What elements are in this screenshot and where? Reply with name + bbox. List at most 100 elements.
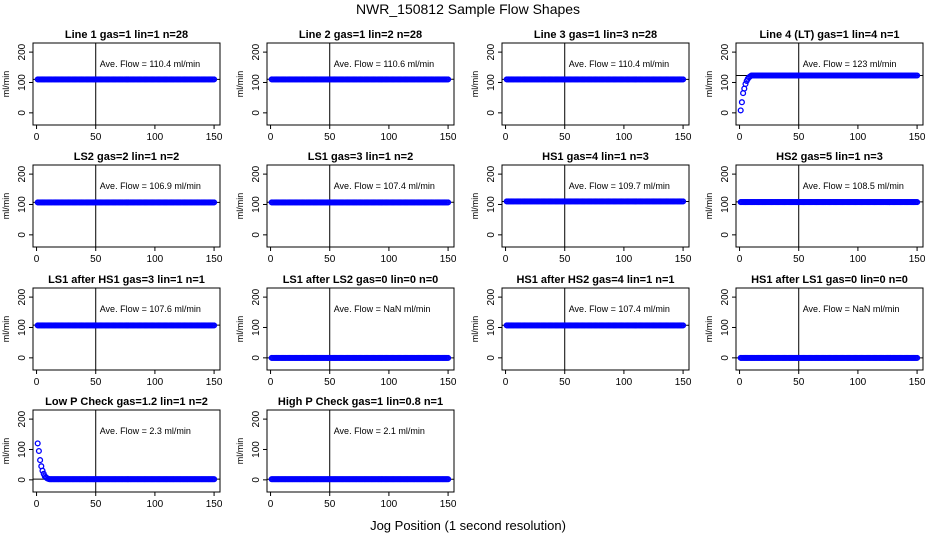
y-axis-label: ml/min bbox=[704, 316, 714, 343]
panel-title: Line 1 gas=1 lin=1 n=28 bbox=[65, 29, 188, 41]
data-point bbox=[39, 467, 46, 474]
x-tick-label: 50 bbox=[559, 377, 571, 388]
panel-9: LS1 after HS1 gas=3 lin=1 n=1 ml/min 0 100 2… bbox=[1, 274, 223, 388]
x-tick-label: 0 bbox=[34, 254, 40, 265]
y-axis-label: ml/min bbox=[235, 193, 245, 220]
data-point bbox=[680, 76, 687, 83]
data-points bbox=[737, 354, 921, 361]
y-tick-label: 100 bbox=[486, 74, 497, 91]
average-flow-annotation: Ave. Flow = 2.1 ml/min bbox=[334, 426, 425, 436]
y-axis-label: ml/min bbox=[1, 71, 11, 98]
x-tick-label: 100 bbox=[616, 377, 633, 388]
panel-title: Line 4 (LT) gas=1 lin=4 n=1 bbox=[759, 29, 899, 41]
plot-frame bbox=[735, 42, 924, 126]
average-flow-annotation: Ave. Flow = NaN ml/min bbox=[803, 304, 900, 314]
x-tick-label: 50 bbox=[559, 254, 571, 265]
panel-14: High P Check gas=1 lin=0.8 n=1 ml/min 0 100… bbox=[235, 396, 457, 510]
x-tick-label: 100 bbox=[850, 132, 867, 143]
data-point bbox=[34, 440, 41, 447]
y-tick-label: 200 bbox=[486, 288, 497, 305]
y-tick-label: 200 bbox=[251, 410, 262, 427]
x-tick-label: 100 bbox=[381, 377, 398, 388]
x-tick-label: 50 bbox=[793, 377, 805, 388]
data-point bbox=[211, 476, 218, 483]
y-axis-label: ml/min bbox=[1, 438, 11, 465]
x-tick-label: 0 bbox=[34, 499, 40, 510]
y-tick-label: 0 bbox=[486, 110, 497, 116]
y-tick-label: 200 bbox=[251, 43, 262, 60]
x-tick-label: 0 bbox=[737, 377, 743, 388]
x-tick-label: 150 bbox=[675, 132, 692, 143]
panel-12: HS1 after LS1 gas=0 lin=0 n=0 ml/min 0 100 2… bbox=[704, 274, 926, 388]
x-tick-label: 150 bbox=[675, 377, 692, 388]
average-flow-annotation: Ave. Flow = 109.7 ml/min bbox=[569, 181, 670, 191]
plot-frame bbox=[735, 287, 924, 371]
plot-frame bbox=[266, 409, 455, 493]
y-tick-label: 0 bbox=[17, 232, 28, 238]
panel-8: HS2 gas=5 lin=1 n=3 ml/min 0 100 200 0 50 100 15… bbox=[704, 151, 926, 265]
data-point bbox=[211, 322, 218, 329]
x-tick-label: 150 bbox=[440, 254, 457, 265]
y-axis-label: ml/min bbox=[470, 71, 480, 98]
y-tick-label: 100 bbox=[720, 196, 731, 213]
data-point bbox=[211, 199, 218, 206]
data-point bbox=[742, 80, 749, 88]
x-tick-label: 0 bbox=[268, 377, 274, 388]
page-x-axis-label: Jog Position (1 second resolution) bbox=[370, 518, 566, 533]
x-tick-label: 50 bbox=[90, 254, 102, 265]
panel-6: LS1 gas=3 lin=1 n=2 ml/min 0 100 200 0 50 100 15… bbox=[235, 151, 457, 265]
plot-frame bbox=[32, 409, 221, 493]
y-axis-label: ml/min bbox=[235, 316, 245, 343]
x-tick-label: 150 bbox=[909, 377, 926, 388]
y-tick-label: 200 bbox=[720, 43, 731, 60]
x-tick-label: 0 bbox=[268, 132, 274, 143]
data-points bbox=[34, 322, 218, 329]
y-tick-label: 0 bbox=[17, 477, 28, 483]
x-tick-label: 0 bbox=[34, 132, 40, 143]
y-tick-label: 100 bbox=[251, 74, 262, 91]
x-tick-label: 100 bbox=[381, 254, 398, 265]
x-tick-label: 100 bbox=[147, 132, 164, 143]
y-tick-label: 0 bbox=[17, 110, 28, 116]
plot-frame bbox=[32, 42, 221, 126]
data-point bbox=[737, 107, 744, 114]
panel-1: Line 1 gas=1 lin=1 n=28 ml/min 0 100 200 0 50 1… bbox=[1, 29, 223, 143]
x-tick-label: 150 bbox=[909, 132, 926, 143]
data-points bbox=[268, 76, 452, 83]
x-tick-label: 150 bbox=[206, 499, 223, 510]
x-tick-label: 50 bbox=[793, 254, 805, 265]
y-tick-label: 200 bbox=[251, 165, 262, 182]
y-tick-label: 100 bbox=[251, 196, 262, 213]
y-tick-label: 0 bbox=[720, 355, 731, 361]
x-tick-label: 50 bbox=[90, 132, 102, 143]
panel-11: HS1 after HS2 gas=4 lin=1 n=1 ml/min 0 100 2… bbox=[470, 274, 692, 388]
average-flow-annotation: Ave. Flow = 110.4 ml/min bbox=[569, 59, 669, 69]
y-tick-label: 0 bbox=[720, 110, 731, 116]
y-tick-label: 0 bbox=[251, 477, 262, 483]
data-point bbox=[914, 199, 921, 206]
x-tick-label: 50 bbox=[559, 132, 571, 143]
y-axis-label: ml/min bbox=[704, 193, 714, 220]
panel-4: Line 4 (LT) gas=1 lin=4 n=1 ml/min 0 100 200… bbox=[704, 29, 926, 143]
data-point bbox=[680, 322, 687, 329]
x-tick-label: 50 bbox=[324, 499, 336, 510]
panel-title: Line 2 gas=1 lin=2 n=28 bbox=[299, 29, 422, 41]
average-flow-annotation: Ave. Flow = 110.4 ml/min bbox=[100, 59, 200, 69]
data-points bbox=[34, 440, 218, 483]
y-tick-label: 100 bbox=[17, 441, 28, 458]
data-point bbox=[37, 457, 44, 464]
data-points bbox=[737, 199, 921, 206]
x-tick-label: 150 bbox=[675, 254, 692, 265]
x-tick-label: 100 bbox=[147, 499, 164, 510]
data-point bbox=[914, 72, 921, 79]
y-tick-label: 0 bbox=[251, 355, 262, 361]
data-points bbox=[737, 72, 921, 114]
plot-frame bbox=[266, 164, 455, 248]
x-tick-label: 150 bbox=[909, 254, 926, 265]
panel-2: Line 2 gas=1 lin=2 n=28 ml/min 0 100 200 0 50 1… bbox=[235, 29, 457, 143]
x-tick-label: 150 bbox=[206, 254, 223, 265]
x-tick-label: 150 bbox=[440, 132, 457, 143]
plot-frame bbox=[501, 164, 690, 248]
x-tick-label: 100 bbox=[147, 254, 164, 265]
